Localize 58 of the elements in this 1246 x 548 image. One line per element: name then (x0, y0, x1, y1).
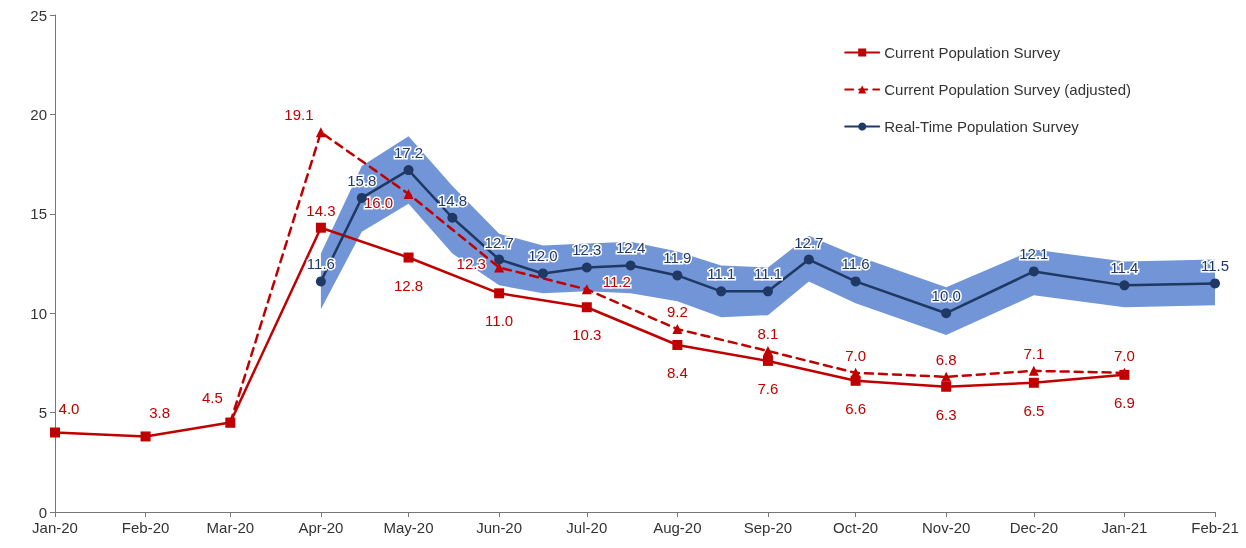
data-label: 11.0 (485, 312, 514, 330)
data-label: 10.0 (931, 287, 961, 305)
data-label: 16.0 (363, 193, 394, 211)
x-tick-label: Jul-20 (566, 519, 608, 536)
y-tick-label: 15 (30, 205, 47, 223)
x-tick-label: Dec-20 (1009, 519, 1059, 536)
x-tick-label: Feb-20 (121, 519, 170, 536)
data-label: 6.3 (935, 405, 957, 423)
data-label: 4.0 (58, 400, 80, 418)
data-label: 12.7 (484, 233, 514, 251)
x-tick-label: Jun-20 (476, 519, 523, 536)
data-label: 11.1 (753, 265, 782, 283)
data-label: 7.0 (845, 346, 867, 364)
data-label: 8.4 (666, 364, 688, 382)
data-label: 6.6 (845, 399, 867, 417)
data-label: 12.3 (572, 241, 602, 259)
data-label: 11.9 (663, 249, 692, 267)
data-label: 14.3 (306, 201, 336, 219)
data-label: 12.0 (528, 247, 558, 265)
data-label: 6.8 (935, 350, 957, 368)
legend-label: Current Population Survey (884, 44, 1061, 61)
data-label: 11.1 (707, 265, 736, 283)
x-tick-label: Nov-20 (922, 519, 971, 536)
data-label: 12.4 (616, 239, 646, 257)
data-label: 7.6 (757, 379, 779, 397)
x-tick-label: May-20 (383, 519, 434, 536)
x-tick-label: Sep-20 (743, 519, 793, 536)
data-label: 11.6 (841, 255, 870, 273)
data-label: 11.2 (602, 273, 631, 291)
data-label: 6.9 (1113, 393, 1135, 411)
data-label: 4.5 (201, 388, 223, 406)
data-label: 10.3 (572, 326, 602, 344)
data-label: 11.4 (1110, 259, 1139, 277)
data-label: 7.0 (1113, 346, 1135, 364)
x-tick-label: Feb-21 (1191, 519, 1239, 536)
data-label: 14.8 (437, 191, 467, 209)
data-label: 6.5 (1023, 401, 1045, 419)
x-tick-label: Apr-20 (298, 519, 344, 536)
data-label: 9.2 (666, 303, 688, 321)
legend-label: Real-Time Population Survey (884, 118, 1080, 135)
x-tick-label: Oct-20 (833, 519, 879, 536)
x-tick-label: Jan-21 (1101, 519, 1148, 536)
x-tick-label: Mar-20 (206, 519, 255, 536)
data-label: 12.8 (393, 276, 424, 294)
y-tick-label: 5 (38, 404, 47, 422)
data-label: 19.1 (284, 106, 314, 124)
y-tick-label: 20 (30, 105, 47, 123)
x-tick-label: Aug-20 (653, 519, 702, 536)
data-label: 12.7 (794, 233, 824, 251)
data-label: 3.8 (149, 404, 171, 422)
y-tick-label: 0 (38, 503, 47, 521)
x-tick-label: Jan-20 (32, 519, 78, 536)
y-tick-label: 25 (30, 6, 47, 24)
data-label: 17.2 (393, 144, 424, 162)
y-tick-label: 10 (30, 304, 47, 322)
data-label: 7.1 (1023, 344, 1045, 362)
data-label: 8.1 (757, 324, 779, 342)
legend-label: Current Population Survey (adjusted) (884, 81, 1131, 98)
